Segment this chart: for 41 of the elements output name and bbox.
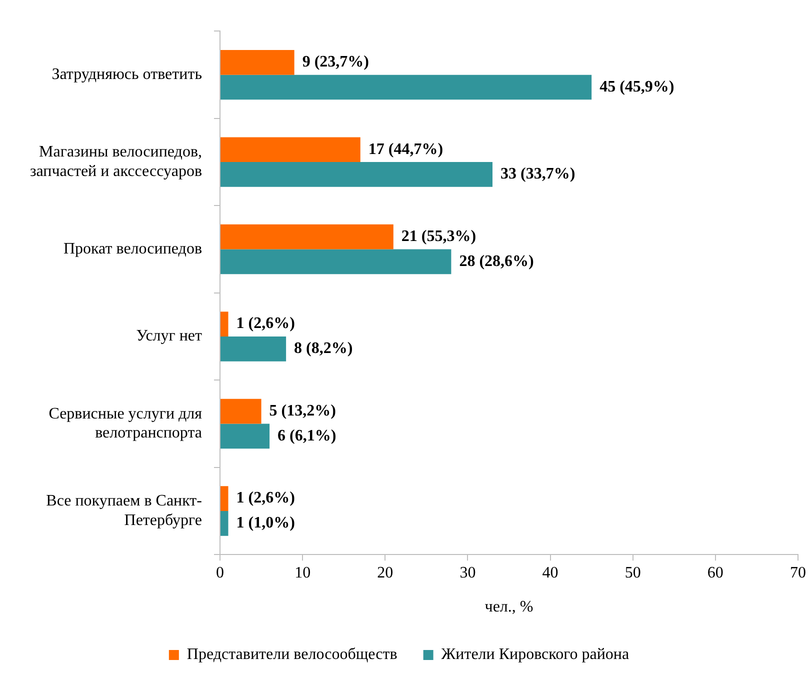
bar [220, 162, 492, 187]
data-label: 1 (2,6%) [236, 490, 295, 507]
bar [220, 224, 394, 250]
data-label: 5 (13,2%) [269, 402, 336, 420]
bar [220, 486, 228, 511]
bar [220, 74, 592, 100]
data-label: 9 (23,7%) [302, 54, 369, 71]
data-label: 45 (45,9%) [600, 78, 674, 96]
y-tick-label: Затрудняюсь ответить [52, 66, 202, 84]
legend-label: Жители Кировского района [441, 646, 630, 664]
x-tick-label: 70 [790, 564, 806, 582]
x-tick-label: 60 [707, 564, 724, 582]
x-tick-label: 50 [624, 564, 641, 582]
y-tick-label: Все покупаем в Санкт-Петербурге [46, 492, 202, 529]
y-tick-label: Магазины велосипедов, запчастей и акссессуаров [30, 144, 202, 180]
bar [220, 50, 294, 75]
x-axis-title: чел., % [484, 598, 534, 616]
y-tick-label: Прокат велосипедов [63, 240, 202, 258]
data-label: 17 (44,7%) [368, 140, 444, 158]
bar [220, 312, 228, 337]
y-tick-label: Услуг нет [136, 328, 202, 345]
bar [220, 424, 270, 449]
x-tick-label: 10 [294, 564, 311, 582]
data-label: 21 (55,3%) [401, 228, 476, 245]
x-tick-label: 0 [216, 564, 224, 582]
x-tick-label: 30 [460, 564, 476, 582]
data-label: 28 (28,6%) [459, 252, 534, 270]
legend-label: Представители велосообществ [186, 646, 398, 664]
data-label: 1 (1,0%) [236, 514, 295, 532]
bar [220, 137, 360, 162]
bar [220, 398, 262, 424]
bar [220, 336, 286, 362]
y-tick-label: Сервисные услуги для велотранспорта [48, 405, 203, 442]
data-label: 8 (8,2%) [294, 340, 353, 358]
x-tick-label: 20 [377, 564, 394, 582]
data-label: 33 (33,7%) [500, 166, 576, 183]
bar [220, 510, 228, 536]
x-tick-label: 40 [542, 564, 558, 582]
bar [220, 249, 452, 274]
data-label: 1 (2,6%) [236, 315, 295, 332]
data-label: 6 (6,1%) [278, 427, 336, 444]
